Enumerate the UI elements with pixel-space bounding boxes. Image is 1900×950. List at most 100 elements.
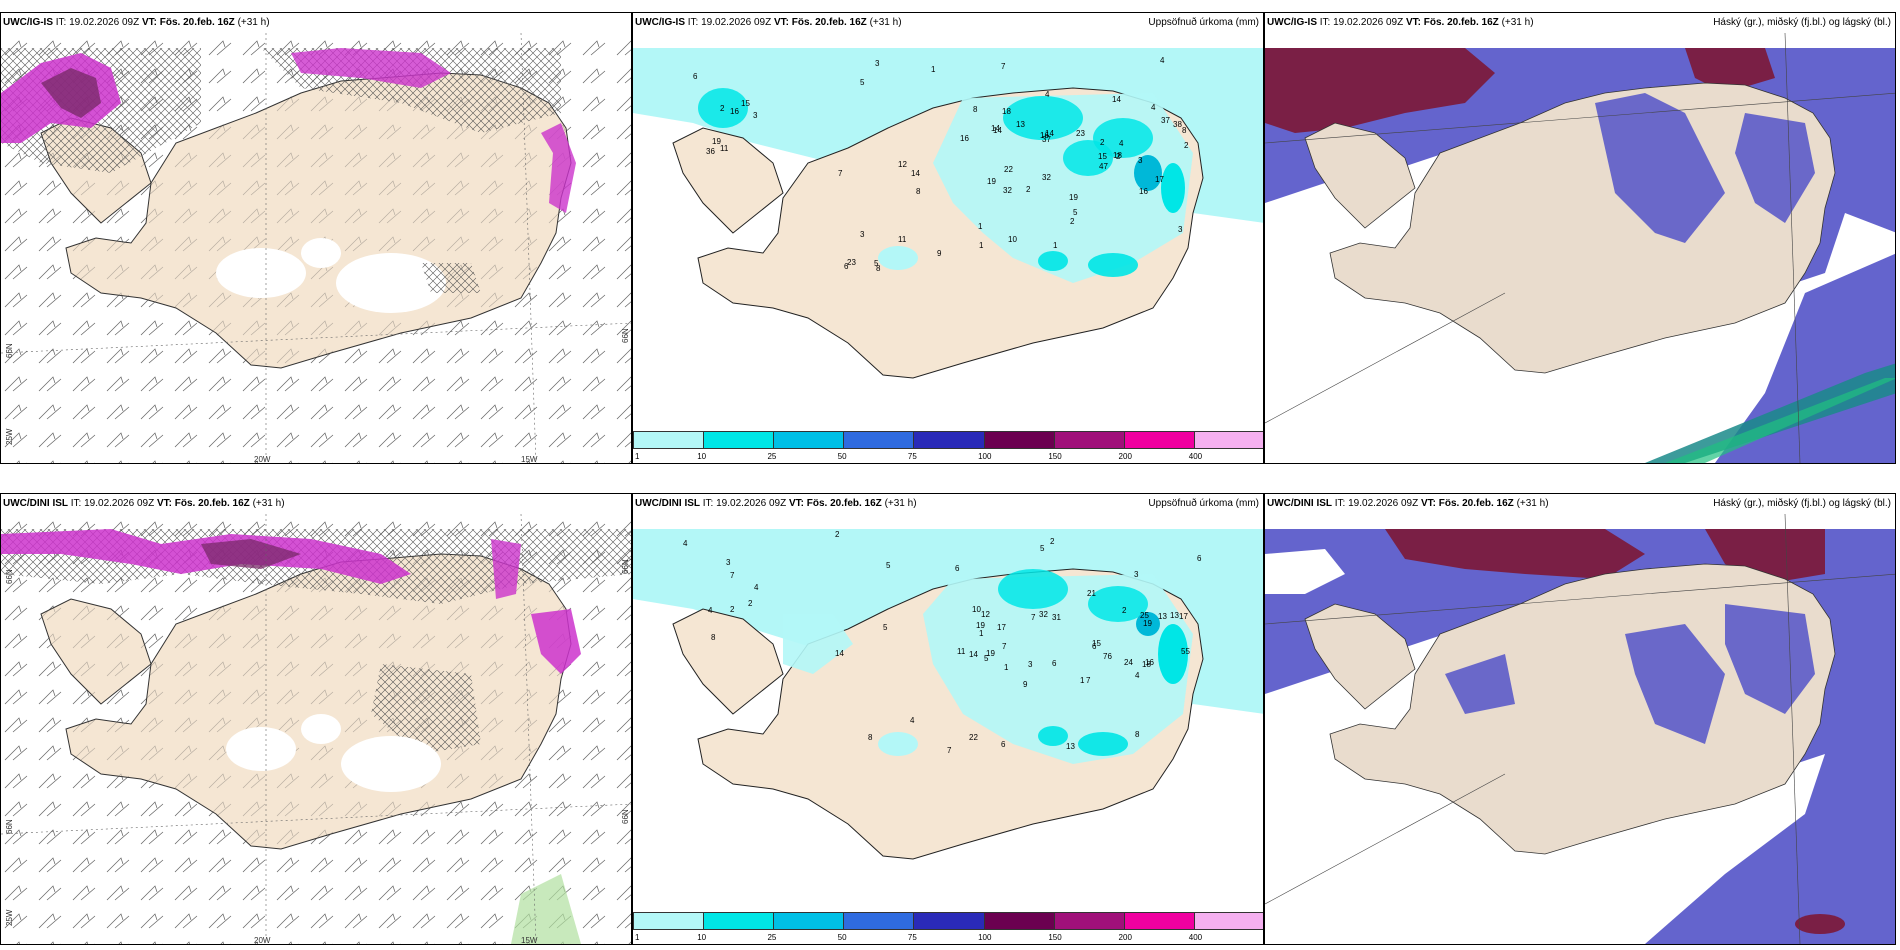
precip-value: 5 <box>874 259 879 268</box>
precip-value: 17 <box>1155 175 1164 184</box>
colorbar-segment <box>844 432 915 448</box>
precip-value: 47 <box>1099 162 1108 171</box>
precip-value: 1 <box>978 222 983 231</box>
precip-value: 2 <box>730 605 735 614</box>
precip-map-panel-top: UWC/IG-IS IT: 19.02.2026 09Z VT: Fös. 20… <box>632 12 1264 464</box>
precip-value: 13 <box>1170 611 1179 620</box>
precip-value: 6 <box>1052 659 1057 668</box>
precip-value: 19 <box>986 649 995 658</box>
lat-label: 66N <box>621 328 630 343</box>
colorbar-tick-label: 100 <box>978 933 992 942</box>
precip-value: 3 <box>1178 225 1183 234</box>
precip-value: 15 <box>1098 152 1107 161</box>
precip-value: 6 <box>1197 554 1202 563</box>
precip-value: 7 <box>1001 62 1006 71</box>
precip-value: 2 <box>720 104 725 113</box>
precip-value: 4 <box>910 716 915 725</box>
colorbar-segment <box>984 913 1055 929</box>
precip-value: 2 <box>1122 606 1127 615</box>
colorbar-tick-label: 150 <box>1048 933 1062 942</box>
precip-value: 8 <box>876 264 881 273</box>
colorbar-tick-label: 50 <box>837 452 847 461</box>
colorbar-segment <box>774 913 845 929</box>
colorbar-tick-label: 1 <box>635 933 640 942</box>
precip-value: 2 <box>1050 537 1055 546</box>
colorbar-tick-label: 400 <box>1188 452 1203 461</box>
precip-value: 10 <box>1008 235 1017 244</box>
precip-value: 23 <box>847 258 856 267</box>
colorbar-segment <box>984 432 1055 448</box>
precip-value: 3 <box>860 230 865 239</box>
precip-value: 23 <box>1076 129 1085 138</box>
precip-value: 2 <box>1100 138 1105 147</box>
precip-value: 4 <box>1151 103 1156 112</box>
colorbar-tick-label: 400 <box>1188 933 1203 942</box>
precip-value: 4 <box>1135 671 1140 680</box>
precip-value: 13 <box>1066 742 1075 751</box>
colorbar-tick-label: 150 <box>1048 452 1062 461</box>
colorbar-segment <box>914 913 985 929</box>
wind-map-panel-bottom: UWC/DINI ISL IT: 19.02.2026 09Z VT: Fös.… <box>0 493 632 945</box>
precip-value: 19 <box>1143 619 1152 628</box>
precip-value: 9 <box>937 249 942 258</box>
precip-value: 38 <box>1173 120 1182 129</box>
precip-value: 7 <box>1002 642 1007 651</box>
panel-header: UWC/IG-IS IT: 19.02.2026 09Z VT: Fös. 20… <box>635 17 1259 28</box>
precip-value: 2 <box>1026 185 1031 194</box>
lon-label: 15W <box>521 936 538 945</box>
colorbar-segment <box>704 432 775 448</box>
colorbar-tick-label: 200 <box>1118 452 1132 461</box>
cloud-map <box>1265 33 1895 463</box>
precip-value: 1 <box>1080 676 1085 685</box>
precip-value: 2 <box>1184 141 1189 150</box>
cloud-map <box>1265 514 1895 944</box>
precip-value: 6 <box>693 72 698 81</box>
lat-label: 25W <box>5 428 14 445</box>
colorbar-tick-label: 50 <box>837 933 847 942</box>
lat-label: 25W <box>5 909 14 926</box>
precip-value: 32 <box>1039 610 1048 619</box>
precip-value: 8 <box>1182 126 1187 135</box>
precip-value: 3 <box>1134 570 1139 579</box>
precip-value: 16 <box>1145 658 1154 667</box>
panel-header: UWC/IG-IS IT: 19.02.2026 09Z VT: Fös. 20… <box>1267 17 1891 28</box>
precip-value: 31 <box>1052 613 1061 622</box>
precip-value: 1 <box>931 65 936 74</box>
precip-value: 15 <box>1092 639 1101 648</box>
precip-value: 8 <box>973 105 978 114</box>
lat-label: 66N <box>621 809 630 824</box>
precip-value: 76 <box>1103 652 1112 661</box>
lat-label: 66N <box>5 819 14 834</box>
colorbar-tick-label: 200 <box>1118 933 1132 942</box>
colorbar-segment <box>1194 432 1263 448</box>
colorbar-tick-label: 100 <box>978 452 992 461</box>
colorbar <box>633 912 1263 930</box>
precip-value: 2 <box>748 599 753 608</box>
precip-value: 7 <box>1086 676 1091 685</box>
precip-value: 55 <box>1181 647 1190 656</box>
precip-value: 10 <box>972 605 981 614</box>
precip-value: 17 <box>1179 612 1188 621</box>
precip-value: 5 <box>1040 544 1045 553</box>
precip-value: 4 <box>1045 90 1050 99</box>
precip-value: 5 <box>1073 208 1078 217</box>
precip-value: 32 <box>1042 173 1051 182</box>
precip-value: 15 <box>741 99 750 108</box>
precip-value: 5 <box>860 78 865 87</box>
precip-value: 14 <box>993 126 1002 135</box>
precip-value: 6 <box>1001 740 1006 749</box>
precip-value: 14 <box>991 124 1000 133</box>
colorbar-ticks: 1 10 25 50 75 100 150 200 400 <box>633 933 1263 943</box>
panel-header: UWC/IG-IS IT: 19.02.2026 09Z VT: Fös. 20… <box>3 17 270 28</box>
precip-value: 2 <box>835 530 840 539</box>
panel-header: UWC/DINI ISL IT: 19.02.2026 09Z VT: Fös.… <box>3 498 285 509</box>
colorbar <box>633 431 1263 449</box>
precip-value: 11 <box>720 144 729 153</box>
precip-value: 1 <box>979 629 984 638</box>
precip-value: 16 <box>960 134 969 143</box>
precip-value: 22 <box>969 733 978 742</box>
colorbar-segment <box>1194 913 1263 929</box>
precip-map-panel-bottom: UWC/DINI ISL IT: 19.02.2026 09Z VT: Fös.… <box>632 493 1264 945</box>
